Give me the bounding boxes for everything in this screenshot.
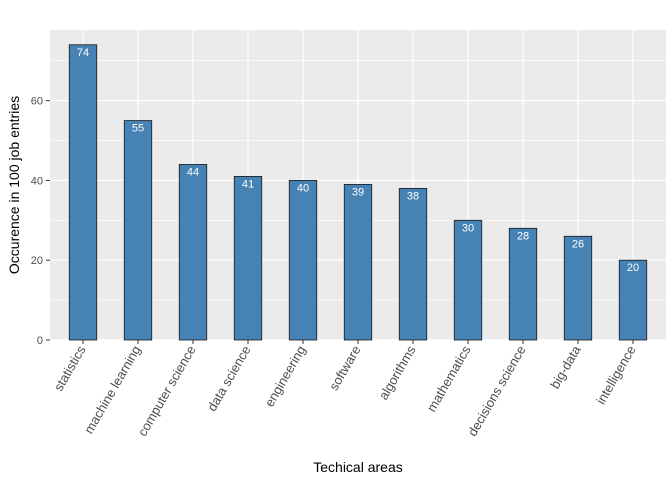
x-tick-label: decisions science — [465, 343, 529, 439]
x-tick-label: computer science — [135, 343, 199, 439]
y-tick-label: 0 — [37, 335, 43, 347]
bar-intelligence — [618, 259, 648, 341]
bar-value-label: 40 — [297, 182, 309, 194]
bar-mathematics — [453, 219, 483, 341]
bar-value-label: 38 — [407, 190, 419, 202]
x-tick-label: data science — [204, 343, 253, 414]
bar-value-label: 39 — [352, 186, 364, 198]
x-tick-label: software — [326, 343, 364, 393]
y-axis-title: Occurence in 100 job entries — [6, 96, 22, 274]
x-tick-label: intelligence — [593, 343, 639, 407]
bar-value-label: 74 — [77, 47, 89, 59]
x-tick-label: machine learning — [81, 343, 143, 436]
bar-software — [343, 184, 373, 341]
bar-value-label: 55 — [132, 123, 144, 135]
bar-data-science — [233, 176, 263, 341]
bar-value-label: 44 — [187, 166, 199, 178]
y-axis: 0 20 40 60 — [31, 96, 50, 347]
y-tick-label: 60 — [31, 96, 43, 108]
x-tick-label: statistics — [51, 343, 89, 394]
bar-value-label: 26 — [572, 238, 584, 250]
bar-statistics — [68, 44, 98, 341]
bar-value-label: 28 — [517, 230, 529, 242]
bar-machine-learning — [123, 120, 153, 341]
y-tick-label: 40 — [31, 175, 43, 187]
bar-decisions-science — [508, 227, 538, 341]
bars — [68, 44, 648, 341]
bar-big-data — [563, 235, 593, 341]
x-tick-label: big-data — [547, 342, 584, 391]
x-tick-label: engineering — [262, 343, 309, 409]
bar-value-label: 30 — [462, 222, 474, 234]
x-tick-label: algorithms — [376, 343, 419, 403]
bar-computer-science — [178, 164, 208, 341]
bar-engineering — [288, 180, 318, 341]
bar-value-label: 20 — [627, 262, 639, 274]
bar-algorithms — [398, 187, 428, 341]
bar-labels: 74 55 44 41 40 39 38 30 28 26 20 — [77, 47, 639, 274]
x-tick-label: mathematics — [424, 343, 474, 415]
y-tick-label: 20 — [31, 255, 43, 267]
bar-value-label: 41 — [242, 178, 254, 190]
x-axis-title: Techical areas — [313, 459, 403, 475]
